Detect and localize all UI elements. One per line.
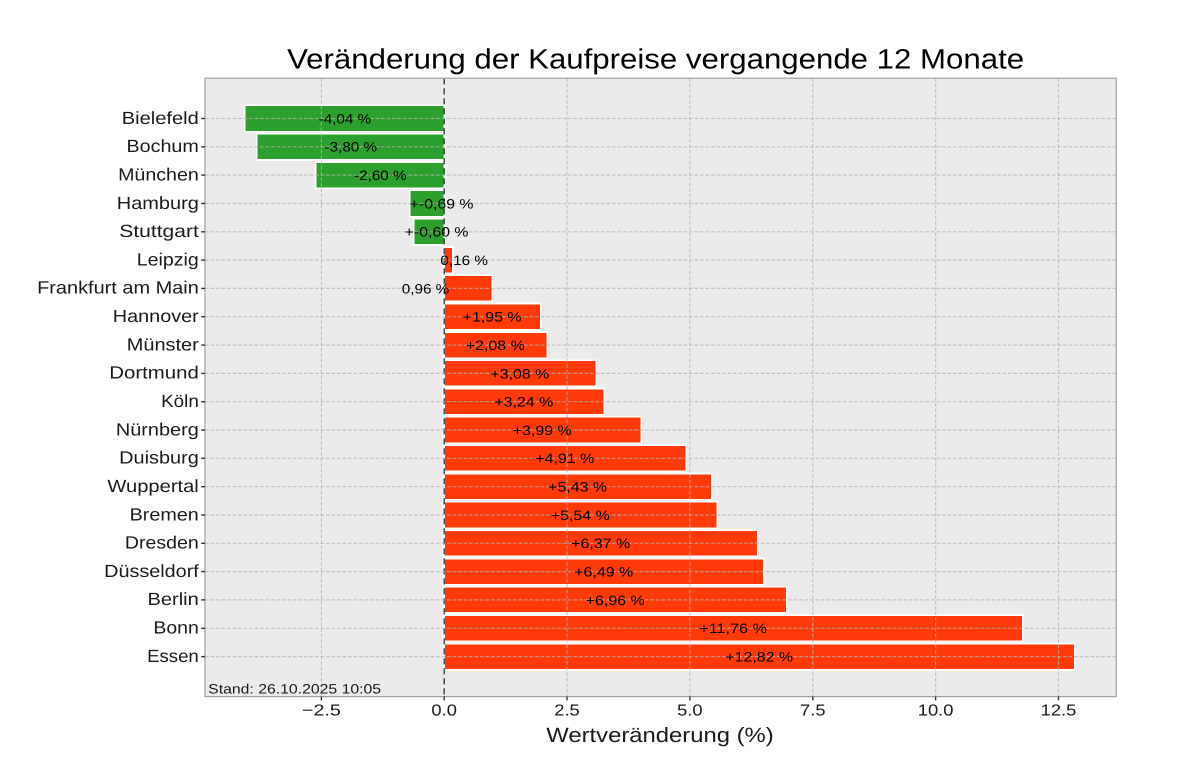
svg-text:12.5: 12.5 — [1041, 703, 1077, 720]
svg-text:Hannover: Hannover — [113, 306, 199, 326]
svg-text:+-0,69 %: +-0,69 % — [410, 196, 474, 211]
svg-text:-3,80 %: -3,80 % — [325, 140, 378, 155]
svg-text:München: München — [118, 164, 199, 184]
svg-text:Hamburg: Hamburg — [117, 193, 199, 213]
svg-text:Münster: Münster — [127, 334, 199, 354]
svg-text:10.0: 10.0 — [918, 703, 954, 720]
svg-text:Wuppertal: Wuppertal — [107, 476, 198, 496]
svg-text:−2.5: −2.5 — [302, 703, 341, 720]
svg-text:Leipzig: Leipzig — [137, 249, 199, 269]
svg-text:Düsseldorf: Düsseldorf — [104, 561, 199, 581]
svg-text:+3,08 %: +3,08 % — [490, 366, 549, 381]
svg-text:Bonn: Bonn — [153, 618, 198, 638]
svg-text:Bielefeld: Bielefeld — [122, 108, 199, 128]
svg-text:5.0: 5.0 — [677, 703, 703, 720]
svg-text:7.5: 7.5 — [800, 703, 826, 720]
svg-text:+5,54 %: +5,54 % — [551, 508, 610, 523]
svg-text:+3,24 %: +3,24 % — [494, 395, 553, 410]
svg-text:Bochum: Bochum — [127, 136, 199, 156]
svg-text:0,96 %: 0,96 % — [402, 281, 450, 296]
svg-text:0,16 %: 0,16 % — [440, 253, 488, 268]
svg-text:+6,96 %: +6,96 % — [586, 593, 645, 608]
svg-text:-2,60 %: -2,60 % — [354, 168, 407, 183]
svg-text:+2,08 %: +2,08 % — [466, 338, 525, 353]
svg-text:Bremen: Bremen — [130, 504, 199, 524]
svg-text:2.5: 2.5 — [554, 703, 580, 720]
svg-text:Dortmund: Dortmund — [109, 363, 199, 383]
svg-text:+12,82 %: +12,82 % — [725, 650, 793, 665]
svg-text:+3,99 %: +3,99 % — [513, 423, 572, 438]
svg-text:Veränderung der Kaufpreise ver: Veränderung der Kaufpreise vergangende 1… — [287, 44, 1024, 75]
svg-text:Duisburg: Duisburg — [119, 448, 199, 468]
svg-text:Berlin: Berlin — [148, 589, 199, 609]
svg-text:+4,91 %: +4,91 % — [535, 451, 594, 466]
svg-text:Stand: 26.10.2025 10:05: Stand: 26.10.2025 10:05 — [208, 682, 381, 697]
svg-text:+11,76 %: +11,76 % — [699, 621, 767, 636]
svg-text:+-0,60 %: +-0,60 % — [405, 225, 469, 240]
svg-text:Nürnberg: Nürnberg — [116, 419, 199, 439]
svg-text:+1,95 %: +1,95 % — [463, 310, 522, 325]
svg-text:Frankfurt am Main: Frankfurt am Main — [37, 278, 199, 298]
svg-text:-4,04 %: -4,04 % — [319, 111, 372, 126]
svg-text:Essen: Essen — [147, 646, 199, 666]
svg-text:+6,37 %: +6,37 % — [571, 536, 630, 551]
svg-text:+5,43 %: +5,43 % — [548, 480, 607, 495]
svg-text:Stuttgart: Stuttgart — [119, 221, 199, 241]
svg-text:Dresden: Dresden — [125, 533, 199, 553]
svg-text:Wertveränderung (%): Wertveränderung (%) — [546, 724, 773, 747]
svg-text:0.0: 0.0 — [431, 703, 457, 720]
svg-text:+6,49 %: +6,49 % — [574, 565, 633, 580]
svg-text:Köln: Köln — [161, 391, 199, 411]
